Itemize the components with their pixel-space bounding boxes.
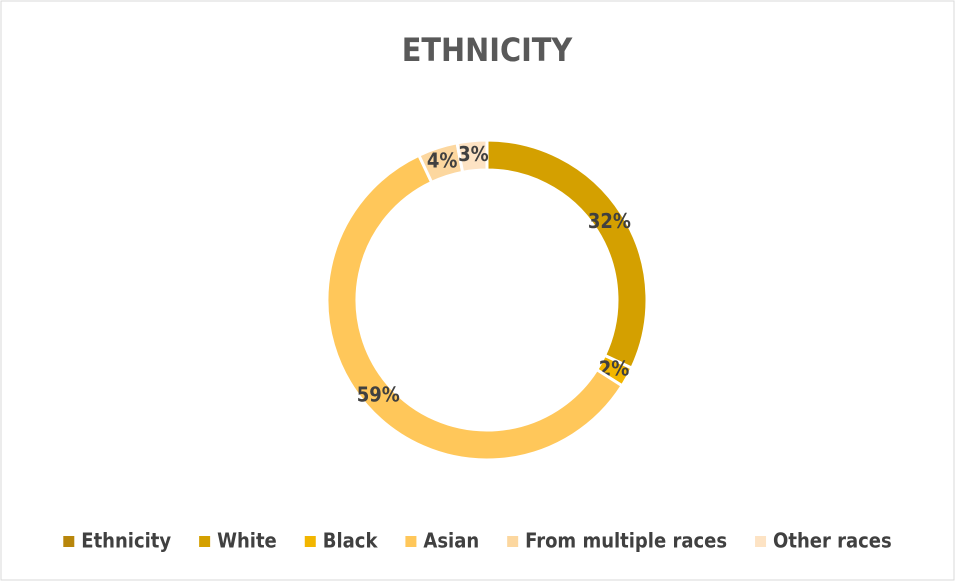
legend-label: Black xyxy=(323,529,379,553)
legend-swatch xyxy=(507,536,519,547)
legend-label: Ethnicity xyxy=(81,529,171,553)
legend-label: Asian xyxy=(423,529,479,553)
legend-swatch xyxy=(304,536,316,547)
chart-title: ETHNICITY xyxy=(402,31,574,69)
data-label: 3% xyxy=(458,142,489,166)
legend-label: White xyxy=(217,529,277,553)
legend-swatch xyxy=(405,536,417,547)
data-label: 59% xyxy=(357,382,400,406)
data-label: 4% xyxy=(427,149,458,173)
legend-swatch xyxy=(199,536,211,547)
legend-label: Other races xyxy=(773,529,892,553)
donut-slice xyxy=(325,153,625,462)
data-label: 32% xyxy=(588,209,631,233)
legend-label: From multiple races xyxy=(525,529,727,553)
legend-swatch xyxy=(755,536,767,547)
legend-swatch xyxy=(63,536,75,547)
donut-slice xyxy=(455,138,489,175)
